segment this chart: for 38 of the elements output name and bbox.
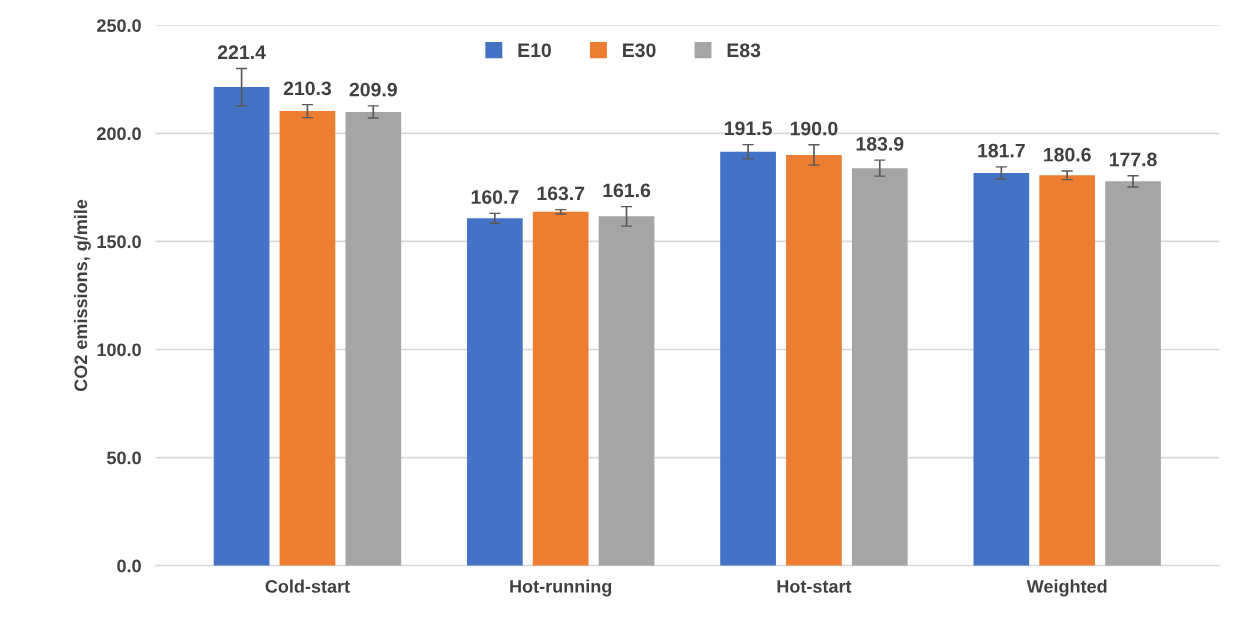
data-label: 181.7	[978, 143, 1025, 158]
data-label: 191.5	[724, 121, 772, 136]
bar	[1039, 175, 1096, 566]
bar	[786, 154, 842, 566]
bar	[720, 151, 776, 566]
y-tick-label: 250.0	[97, 19, 141, 32]
x-tick-label: Hot-running	[510, 579, 612, 597]
bar	[973, 172, 1030, 566]
x-tick-label: Cold-start	[265, 579, 350, 593]
legend-label: E10	[518, 43, 551, 58]
y-tick-label: 200.0	[97, 127, 141, 141]
bar	[279, 111, 336, 566]
y-tick-label: 0.0	[117, 559, 141, 573]
y-tick-label: 150.0	[97, 235, 141, 249]
y-tick-label: 50.0	[107, 451, 141, 465]
bar	[1105, 181, 1161, 566]
data-label: 160.7	[471, 190, 519, 204]
data-label: 163.7	[537, 186, 585, 201]
data-label: 161.6	[603, 183, 651, 198]
data-label: 221.4	[217, 45, 266, 59]
bar	[213, 87, 270, 566]
legend-label: E83	[727, 43, 761, 58]
bar	[345, 111, 402, 566]
y-axis-title: CO2 emissions, g/mile	[73, 199, 91, 392]
data-label: 177.8	[1109, 152, 1157, 167]
bar	[532, 211, 589, 566]
y-tick-label: 100.0	[97, 343, 141, 357]
bar	[598, 216, 655, 566]
bar	[851, 168, 908, 566]
x-tick-label: Weighted	[1026, 579, 1107, 597]
data-label: 183.9	[856, 136, 904, 151]
data-label: 180.6	[1044, 147, 1091, 162]
data-label: 209.9	[349, 82, 397, 97]
bar	[466, 218, 523, 566]
data-label: 190.0	[790, 121, 838, 136]
legend-label: E30	[623, 43, 656, 58]
data-label: 210.3	[283, 81, 332, 96]
x-tick-label: Hot-start	[777, 580, 852, 593]
